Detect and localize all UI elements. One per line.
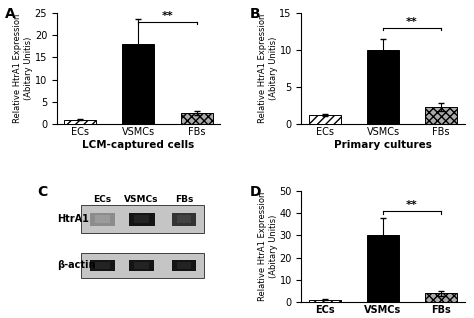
Text: **: **: [162, 11, 173, 21]
Bar: [129, 260, 154, 271]
Text: **: **: [406, 17, 418, 27]
Bar: [309, 300, 341, 302]
Bar: [64, 120, 96, 124]
Text: β-actin: β-actin: [57, 260, 95, 270]
Y-axis label: Relative HtrA1 Expression
(Abitary Unitis): Relative HtrA1 Expression (Abitary Uniti…: [13, 14, 33, 123]
Bar: [82, 253, 204, 278]
Bar: [177, 215, 191, 223]
Bar: [367, 235, 399, 302]
Bar: [91, 212, 115, 226]
Text: B: B: [249, 7, 260, 21]
Bar: [425, 293, 457, 302]
Bar: [134, 215, 149, 223]
Text: C: C: [37, 185, 47, 199]
Bar: [95, 215, 110, 223]
Text: HtrA1: HtrA1: [57, 214, 89, 224]
Bar: [91, 260, 115, 271]
Bar: [82, 205, 204, 233]
Bar: [181, 113, 212, 124]
Text: ECs: ECs: [93, 195, 111, 204]
X-axis label: LCM-captured cells: LCM-captured cells: [82, 140, 194, 149]
Text: **: **: [406, 200, 418, 210]
Y-axis label: Relative HtrA1 Expression
(Abitary Unitis): Relative HtrA1 Expression (Abitary Uniti…: [258, 14, 278, 123]
Bar: [172, 212, 196, 226]
Bar: [172, 260, 196, 271]
Bar: [309, 115, 341, 124]
Text: VSMCs: VSMCs: [124, 195, 159, 204]
Y-axis label: Relative HtrA1 Expression
(Abitary Unitis): Relative HtrA1 Expression (Abitary Uniti…: [258, 192, 278, 301]
Text: A: A: [5, 7, 16, 21]
Text: FBs: FBs: [175, 195, 193, 204]
Bar: [177, 262, 191, 269]
Bar: [128, 212, 155, 226]
Text: D: D: [249, 185, 261, 199]
Bar: [425, 107, 457, 124]
Bar: [367, 50, 399, 124]
Bar: [134, 262, 149, 269]
Bar: [122, 44, 155, 124]
Bar: [95, 262, 110, 269]
X-axis label: Primary cultures: Primary cultures: [334, 140, 432, 149]
